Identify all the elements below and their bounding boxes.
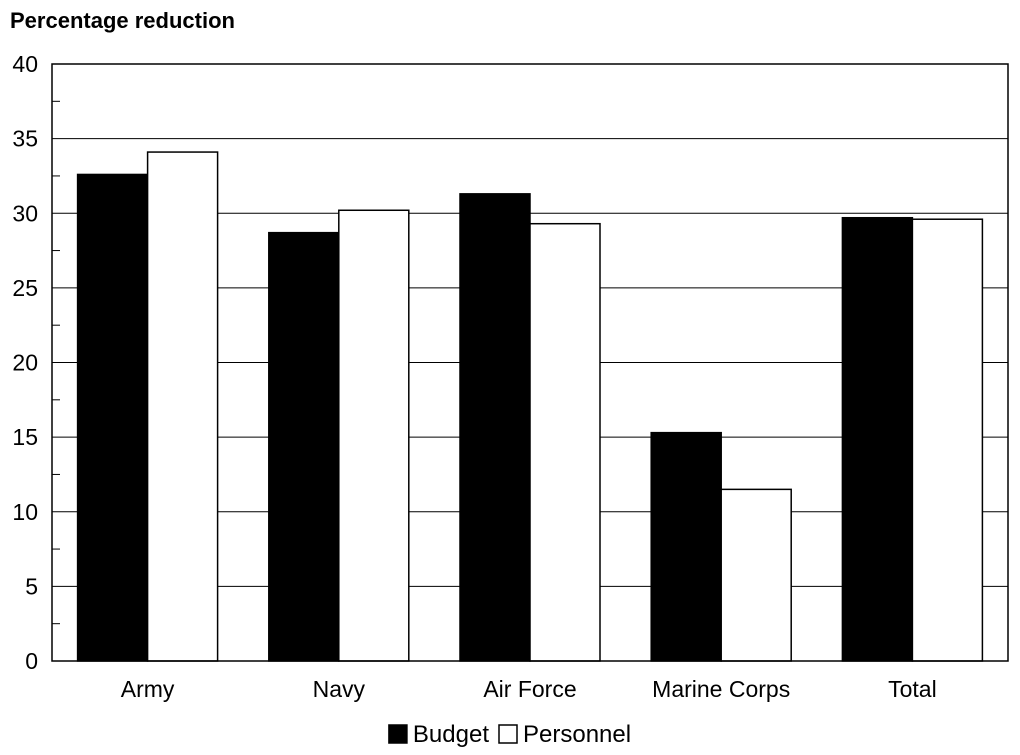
y-tick-label: 15 xyxy=(12,424,38,450)
y-tick-label: 0 xyxy=(25,648,38,674)
x-category-label: Navy xyxy=(313,676,366,702)
x-axis-category-labels: Army Navy Air Force Marine Corps Total xyxy=(121,676,937,702)
bar-budget-air-force xyxy=(459,193,531,662)
bar-personnel-total xyxy=(911,218,984,662)
legend-swatch-budget xyxy=(388,724,408,744)
y-axis-ticks: 0 5 10 15 20 25 30 35 40 xyxy=(12,51,60,674)
legend-label-personnel: Personnel xyxy=(523,721,631,748)
bar-personnel-marine-corps xyxy=(720,488,792,662)
y-axis-title: Percentage reduction xyxy=(10,8,235,33)
bar-personnel-navy xyxy=(338,209,410,662)
bar-budget-total xyxy=(841,216,914,662)
y-tick-label: 40 xyxy=(12,51,38,77)
bar-budget-marine-corps xyxy=(650,431,722,662)
y-tick-label: 35 xyxy=(12,126,38,152)
legend-swatch-personnel xyxy=(498,724,518,744)
y-tick-label: 25 xyxy=(12,275,38,301)
bar-budget-navy xyxy=(268,231,340,662)
legend: Budget Personnel xyxy=(388,721,631,748)
legend-label-budget: Budget xyxy=(413,721,489,748)
x-category-label: Air Force xyxy=(483,676,576,702)
bar-budget-army xyxy=(76,173,149,662)
y-tick-label: 5 xyxy=(25,573,38,599)
y-tick-label: 10 xyxy=(12,499,38,525)
y-tick-label: 20 xyxy=(12,350,38,376)
bars xyxy=(76,151,984,662)
x-category-label: Total xyxy=(888,676,937,702)
plot-area-frame xyxy=(51,63,1009,662)
y-tick-label: 30 xyxy=(12,200,38,226)
bar-personnel-army xyxy=(146,151,219,662)
x-category-label: Marine Corps xyxy=(652,676,790,702)
x-category-label: Army xyxy=(121,676,175,702)
bar-personnel-air-force xyxy=(529,222,601,662)
